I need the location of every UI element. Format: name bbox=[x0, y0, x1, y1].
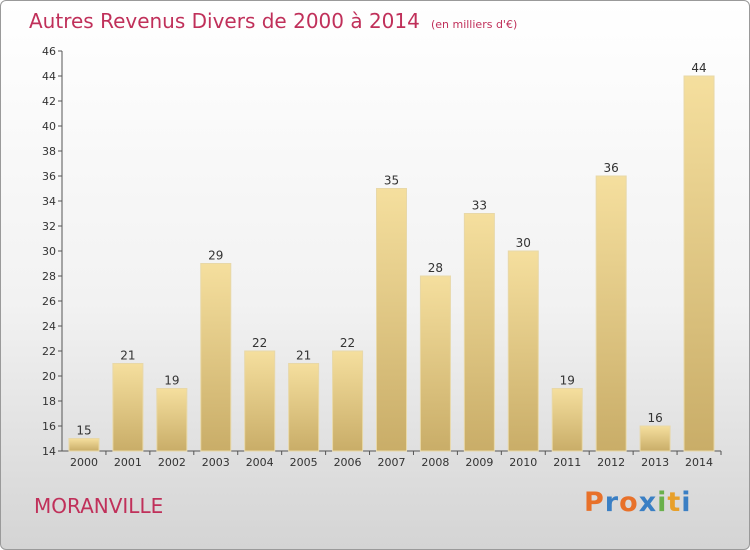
x-tick-label: 2007 bbox=[378, 456, 406, 469]
bar-value-label: 36 bbox=[604, 161, 619, 175]
x-tick-label: 2014 bbox=[685, 456, 713, 469]
chart-title-text: Autres Revenus Divers de 2000 à 2014 bbox=[29, 9, 420, 33]
bar-value-label: 33 bbox=[472, 199, 487, 213]
bar-value-label: 16 bbox=[647, 411, 662, 425]
bar-value-label: 15 bbox=[76, 424, 91, 438]
bar bbox=[595, 175, 627, 452]
x-tick-label: 2003 bbox=[202, 456, 230, 469]
x-tick-label: 2001 bbox=[114, 456, 142, 469]
proxiti-logo[interactable]: Proxiti bbox=[584, 487, 692, 518]
bar bbox=[683, 75, 715, 452]
chart-subtitle: (en milliers d'€) bbox=[430, 18, 518, 31]
x-tick-label: 2013 bbox=[641, 456, 669, 469]
x-tick-label: 2002 bbox=[158, 456, 186, 469]
bar-value-label: 30 bbox=[516, 236, 531, 250]
x-tick-label: 2005 bbox=[290, 456, 318, 469]
bar bbox=[112, 363, 144, 452]
bar bbox=[419, 275, 451, 452]
logo-letter: i bbox=[681, 487, 692, 518]
bar-value-label: 35 bbox=[384, 174, 399, 188]
axes: 14 16 18 20 22 24 26 28 30 32 34 36 38 40 42 44 46 2000 20… bbox=[42, 45, 722, 469]
y-tick-label: 14 bbox=[42, 445, 56, 458]
y-tick-label: 44 bbox=[42, 70, 56, 83]
bar bbox=[639, 425, 671, 452]
x-tick-label: 2000 bbox=[70, 456, 98, 469]
bar-value-label: 19 bbox=[164, 374, 179, 388]
bar-value-label: 22 bbox=[340, 336, 355, 350]
logo-letter: i bbox=[657, 487, 668, 518]
bar-value-label: 19 bbox=[560, 374, 575, 388]
x-tick-label: 2012 bbox=[597, 456, 625, 469]
x-tick-label: 2008 bbox=[421, 456, 449, 469]
location-name: MORANVILLE bbox=[34, 494, 164, 518]
value-labels: 15 21 19 29 22 21 22 35 28 33 30 19 36 16 44 bbox=[76, 61, 706, 438]
bar-value-label: 22 bbox=[252, 336, 267, 350]
logo-letter: x bbox=[638, 487, 658, 518]
bars bbox=[68, 75, 715, 452]
y-tick-label: 34 bbox=[42, 195, 56, 208]
bar-value-label: 44 bbox=[691, 61, 706, 75]
bar-value-label: 21 bbox=[120, 349, 135, 363]
y-tick-label: 42 bbox=[42, 95, 56, 108]
bar bbox=[332, 350, 364, 452]
chart-title: Autres Revenus Divers de 2000 à 2014 (en… bbox=[29, 9, 517, 33]
logo-letter: t bbox=[667, 487, 682, 518]
y-tick-label: 36 bbox=[42, 170, 56, 183]
y-tick-label: 32 bbox=[42, 220, 56, 233]
bar bbox=[376, 188, 407, 452]
logo-letter: P bbox=[584, 487, 605, 518]
x-tick-label: 2009 bbox=[465, 456, 493, 469]
x-tick-label: 2010 bbox=[509, 456, 537, 469]
bar bbox=[68, 438, 100, 452]
bar bbox=[463, 213, 495, 452]
bar bbox=[244, 350, 276, 452]
bar-value-label: 29 bbox=[208, 249, 223, 263]
y-tick-label: 20 bbox=[42, 370, 56, 383]
y-tick-label: 24 bbox=[42, 320, 56, 333]
logo-letter: o bbox=[619, 487, 639, 518]
bar bbox=[156, 388, 188, 452]
y-tick-label: 46 bbox=[42, 45, 56, 58]
x-tick-label: 2006 bbox=[334, 456, 362, 469]
y-tick-label: 40 bbox=[42, 120, 56, 133]
bar bbox=[200, 263, 232, 452]
y-tick-label: 16 bbox=[42, 420, 56, 433]
y-tick-label: 18 bbox=[42, 395, 56, 408]
y-tick-label: 26 bbox=[42, 295, 56, 308]
y-tick-label: 28 bbox=[42, 270, 56, 283]
x-tick-label: 2004 bbox=[246, 456, 274, 469]
bar bbox=[551, 388, 583, 452]
y-tick-label: 22 bbox=[42, 345, 56, 358]
bar bbox=[507, 250, 539, 452]
x-tick-label: 2011 bbox=[553, 456, 581, 469]
bar-value-label: 21 bbox=[296, 349, 311, 363]
y-tick-label: 38 bbox=[42, 145, 56, 158]
y-tick-label: 30 bbox=[42, 245, 56, 258]
bar bbox=[288, 363, 320, 452]
logo-letter: r bbox=[604, 487, 620, 518]
bar-value-label: 28 bbox=[428, 261, 443, 275]
